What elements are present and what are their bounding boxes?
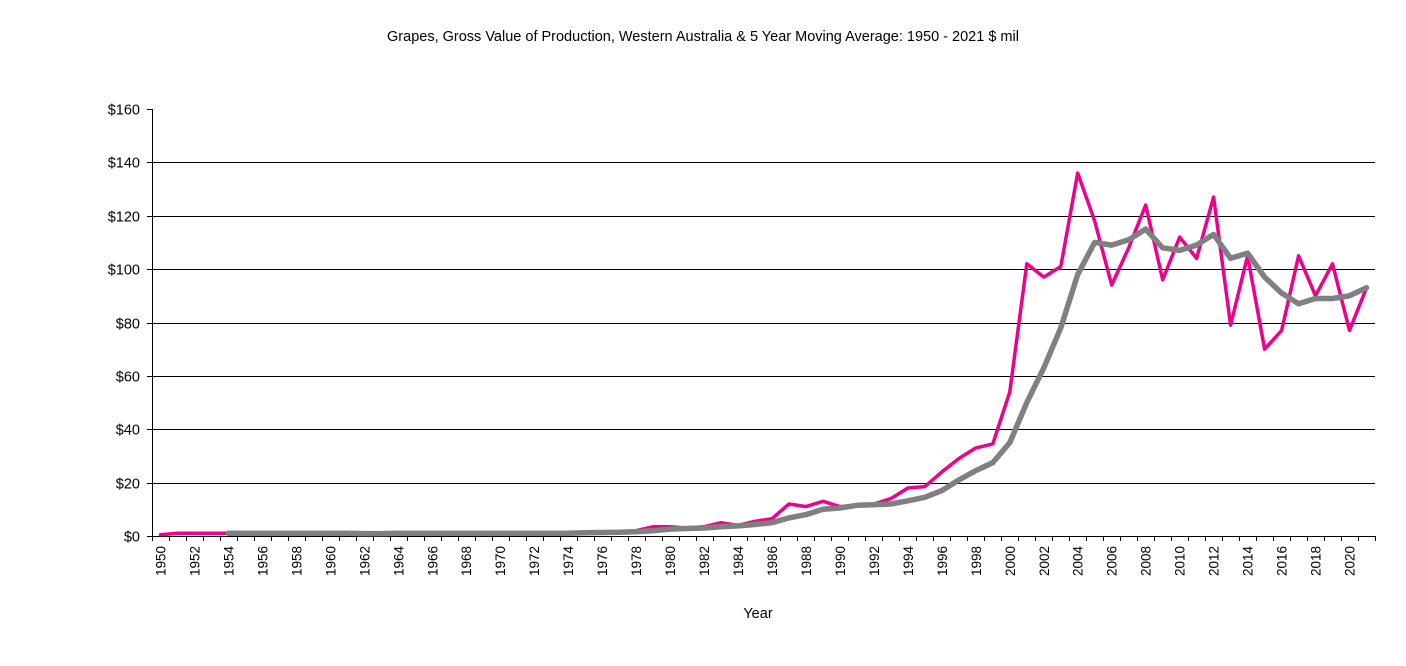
x-tick-label: 2010 [1173, 546, 1188, 576]
y-tick-label: $60 [116, 370, 140, 386]
x-tick-label: 1968 [459, 546, 474, 576]
x-tick-label: 2014 [1241, 546, 1256, 577]
x-tick-label: 2018 [1309, 546, 1324, 576]
x-tick-label: 1972 [527, 546, 542, 576]
x-tick-label: 1978 [629, 546, 644, 576]
x-tick-label: 1960 [323, 546, 338, 576]
x-tick-label: 1982 [697, 546, 712, 576]
x-tick-label: 1992 [867, 546, 882, 576]
x-tick-label: 1950 [153, 546, 168, 576]
x-tick-label: 2002 [1037, 546, 1052, 576]
chart-title: Grapes, Gross Value of Production, Weste… [387, 29, 1019, 45]
y-tick-label: $120 [108, 210, 140, 226]
gridlines [152, 162, 1375, 484]
series-line-gross-value [158, 171, 1369, 537]
y-tick-label: $160 [108, 103, 140, 119]
x-tick-label: 2006 [1105, 546, 1120, 576]
x-tick-label: 1976 [595, 546, 610, 576]
x-tick-label: 1988 [799, 546, 814, 576]
x-tick-label: 1964 [391, 546, 406, 577]
series-group [158, 171, 1370, 537]
x-tick-label: 2004 [1071, 546, 1086, 577]
x-tick-label: 2012 [1207, 546, 1222, 576]
x-tick-label: 1998 [969, 546, 984, 576]
x-tick-label: 1996 [935, 546, 950, 576]
y-tick-label: $100 [108, 263, 140, 279]
x-tick-label: 1974 [561, 546, 576, 577]
x-tick-label: 2008 [1139, 546, 1154, 576]
x-axis-label: Year [743, 606, 772, 622]
x-tick-label: 1956 [255, 546, 270, 576]
y-tick-label: $140 [108, 156, 140, 172]
x-tick-label: 2000 [1003, 546, 1018, 576]
y-axis-ticks: $0 $20 $40 $60 $80 $100 $120 $140 $160 [108, 103, 152, 546]
x-tick-label: 1954 [221, 546, 236, 577]
y-tick-label: $20 [116, 477, 140, 493]
x-tick-label: 2016 [1275, 546, 1290, 576]
x-tick-label: 1990 [833, 546, 848, 576]
x-tick-label: 2020 [1343, 546, 1358, 576]
x-tick-label: 1984 [731, 546, 746, 577]
x-tick-label: 1958 [289, 546, 304, 576]
x-tick-label: 1980 [663, 546, 678, 576]
x-tick-label: 1970 [493, 546, 508, 576]
x-tick-label: 1962 [357, 546, 372, 576]
series-line-moving-average [225, 226, 1370, 537]
x-tick-label: 1994 [901, 546, 916, 577]
y-tick-label: $40 [116, 423, 140, 439]
y-tick-label: $0 [124, 530, 140, 546]
x-axis-ticks: 1950 1952 1954 1956 1958 1960 1962 1964 1966 1968… [152, 536, 1376, 577]
y-tick-label: $80 [116, 317, 140, 333]
x-tick-label: 1986 [765, 546, 780, 576]
x-tick-label: 1966 [425, 546, 440, 576]
x-tick-label: 1952 [187, 546, 202, 576]
